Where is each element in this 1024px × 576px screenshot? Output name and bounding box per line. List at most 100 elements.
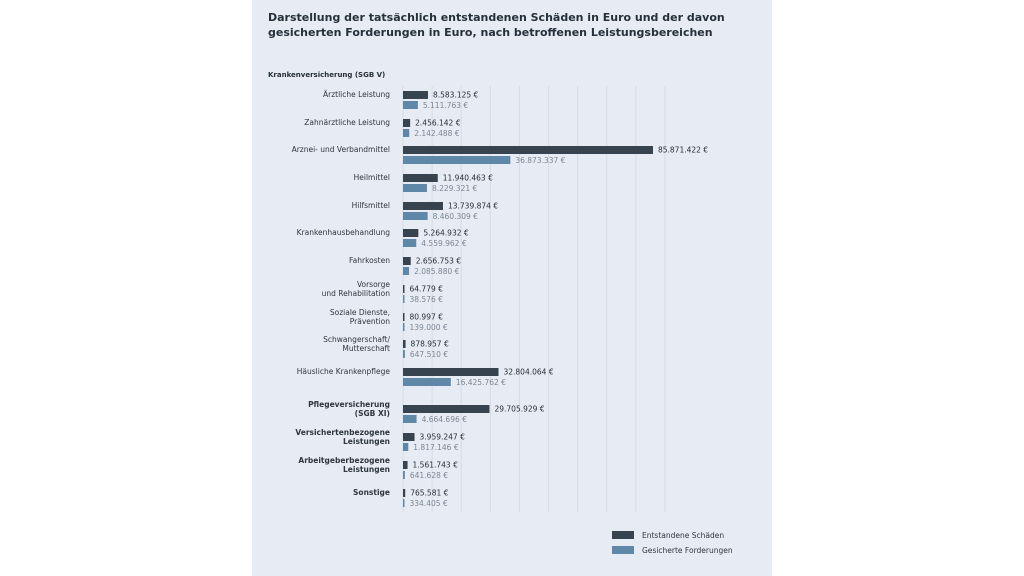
data-label-schaeden: 765.581 €	[410, 489, 448, 498]
data-label-forderungen: 647.510 €	[410, 350, 448, 359]
legend-swatch	[612, 546, 634, 554]
bar-gesicherte-forderungen	[403, 378, 451, 386]
category-label: Häusliche Krankenpflege	[297, 367, 391, 376]
data-label-forderungen: 641.628 €	[410, 471, 448, 480]
category-row: Pflegeversicherung(SGB XI) 29.705.929 € 4.…	[308, 400, 545, 424]
data-label-schaeden: 5.264.932 €	[423, 229, 469, 238]
bar-entstandene-schaeden	[403, 119, 411, 127]
category-row: Häusliche Krankenpflege 32.804.064 €16.42…	[297, 367, 554, 387]
chart-title: Darstellung der tatsächlich entstandenen…	[268, 11, 725, 39]
bar-gesicherte-forderungen	[403, 415, 417, 423]
category-row: Soziale Dienste,Prävention 80.997 €139.00…	[330, 308, 448, 332]
data-label-schaeden: 3.959.247 €	[420, 433, 466, 442]
category-label: Heilmittel	[354, 173, 390, 182]
category-label: Pflegeversicherung	[308, 400, 390, 409]
bar-gesicherte-forderungen	[403, 350, 405, 358]
category-label: Versichertenbezogene	[295, 428, 390, 437]
category-row: Arznei- und Verbandmittel 85.871.422 € 36.…	[292, 145, 709, 165]
bar-entstandene-schaeden	[403, 368, 499, 376]
legend: Entstandene Schäden Gesicherte Forderunge…	[612, 531, 733, 555]
category-label: Arznei- und Verbandmittel	[292, 145, 390, 154]
bar-entstandene-schaeden	[403, 229, 419, 237]
category-row: Krankenhausbehandlung 5.264.932 €4.559.96…	[297, 228, 469, 248]
legend-label: Entstandene Schäden	[642, 531, 724, 540]
section-label: Krankenversicherung (SGB V)	[268, 71, 386, 79]
category-label: und Rehabilitation	[322, 289, 391, 298]
data-label-forderungen: 1.817.146 €	[413, 443, 459, 452]
bar-gesicherte-forderungen	[403, 323, 405, 331]
data-label-forderungen: 334.405 €	[410, 499, 448, 508]
category-row: Hilfsmittel 13.739.874 €8.460.309 €	[352, 201, 499, 221]
category-row: Fahrkosten 2.656.753 €2.085.880 €	[349, 256, 461, 276]
bar-entstandene-schaeden	[403, 174, 438, 182]
bar-entstandene-schaeden	[403, 313, 405, 321]
bar-gesicherte-forderungen	[403, 212, 428, 220]
data-label-forderungen: 5.111.763 €	[423, 101, 469, 110]
bar-gesicherte-forderungen	[403, 156, 511, 164]
category-label: Arbeitgeberbezogene	[298, 456, 390, 465]
data-label-schaeden: 32.804.064 €	[503, 368, 553, 377]
bar-gesicherte-forderungen	[403, 295, 405, 303]
data-label-schaeden: 85.871.422 €	[658, 146, 708, 155]
category-label: Ärztliche Leistung	[323, 90, 390, 99]
data-label-forderungen: 2.085.880 €	[414, 267, 460, 276]
bar-entstandene-schaeden	[403, 146, 653, 154]
bar-gesicherte-forderungen	[403, 443, 409, 451]
data-label-schaeden: 878.957 €	[411, 340, 449, 349]
data-label-forderungen: 8.229.321 €	[432, 184, 478, 193]
data-label-schaeden: 11.940.463 €	[443, 174, 493, 183]
category-label: Vorsorge	[357, 280, 390, 289]
category-label: Mutterschaft	[342, 344, 390, 353]
data-label-forderungen: 2.142.488 €	[414, 129, 460, 138]
category-label: Zahnärztliche Leistung	[304, 118, 390, 127]
category-label: Fahrkosten	[349, 256, 390, 265]
bar-gesicherte-forderungen	[403, 239, 417, 247]
category-label: Leistungen	[343, 437, 390, 446]
data-label-schaeden: 13.739.874 €	[448, 202, 498, 211]
bar-entstandene-schaeden	[403, 489, 406, 497]
category-row: Zahnärztliche Leistung 2.456.142 €2.142.4…	[304, 118, 460, 138]
data-label-forderungen: 36.873.337 €	[515, 156, 565, 165]
data-label-schaeden: 80.997 €	[410, 313, 444, 322]
bar-gesicherte-forderungen	[403, 101, 418, 109]
legend-label: Gesicherte Forderungen	[642, 546, 733, 555]
bar-entstandene-schaeden	[403, 340, 406, 348]
data-label-forderungen: 16.425.762 €	[456, 378, 506, 387]
bar-entstandene-schaeden	[403, 91, 428, 99]
bar-gesicherte-forderungen	[403, 499, 405, 507]
bars-layer: Ärztliche Leistung 8.583.125 €5.111.763 €…	[292, 90, 709, 508]
data-label-schaeden: 2.656.753 €	[416, 257, 462, 266]
data-label-schaeden: 1.561.743 €	[413, 461, 459, 470]
bar-entstandene-schaeden	[403, 461, 408, 469]
bar-entstandene-schaeden	[403, 285, 405, 293]
data-label-schaeden: 29.705.929 €	[494, 405, 544, 414]
data-label-forderungen: 38.576 €	[410, 295, 444, 304]
category-label: Soziale Dienste,	[330, 308, 390, 317]
category-label: Krankenhausbehandlung	[297, 228, 391, 237]
category-label: Leistungen	[343, 465, 390, 474]
data-label-schaeden: 8.583.125 €	[433, 91, 479, 100]
category-label: Prävention	[350, 317, 390, 326]
data-label-forderungen: 4.559.962 €	[421, 239, 467, 248]
bar-gesicherte-forderungen	[403, 267, 410, 275]
category-label: Hilfsmittel	[352, 201, 390, 210]
category-row: Schwangerschaft/Mutterschaft 878.957 €647…	[323, 335, 449, 359]
bar-gesicherte-forderungen	[403, 471, 405, 479]
chart-panel	[252, 0, 772, 576]
category-row: Sonstige 765.581 €334.405 €	[353, 488, 449, 508]
category-label: (SGB XI)	[355, 409, 390, 418]
bar-entstandene-schaeden	[403, 257, 411, 265]
data-label-forderungen: 8.460.309 €	[433, 212, 479, 221]
bar-gesicherte-forderungen	[403, 129, 410, 137]
bar-gesicherte-forderungen	[403, 184, 427, 192]
bar-entstandene-schaeden	[403, 405, 490, 413]
category-row: Heilmittel 11.940.463 €8.229.321 €	[354, 173, 493, 193]
data-label-forderungen: 4.664.696 €	[422, 415, 468, 424]
bar-entstandene-schaeden	[403, 202, 443, 210]
legend-swatch	[612, 531, 634, 539]
data-label-schaeden: 64.779 €	[410, 285, 444, 294]
